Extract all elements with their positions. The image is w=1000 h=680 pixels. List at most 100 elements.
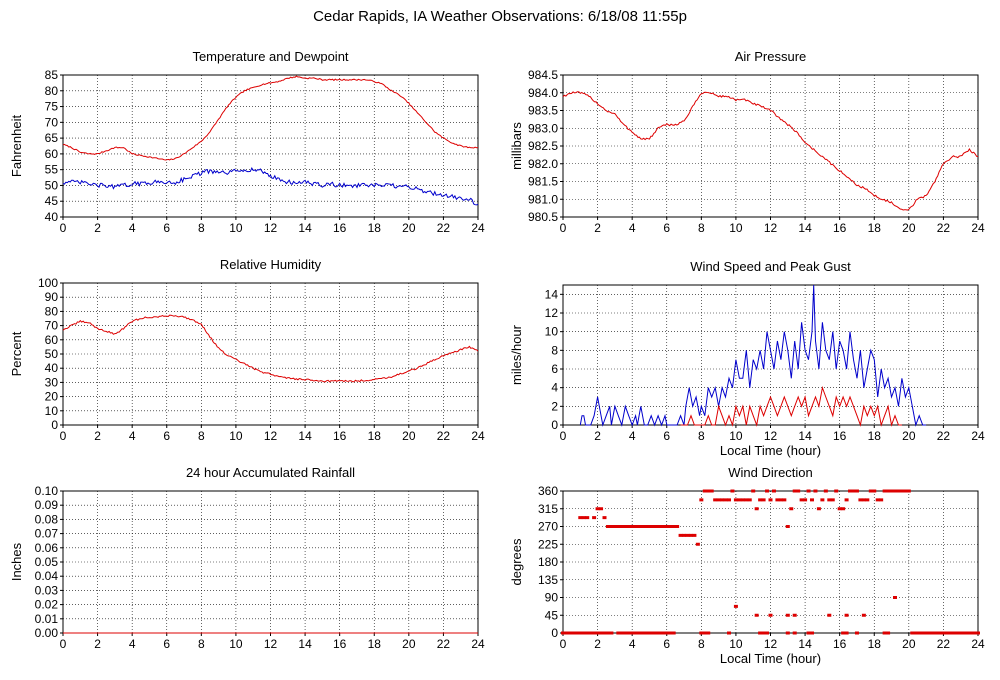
y-tick-label: 20 [45,390,59,404]
chart-title: Air Pressure [735,49,807,64]
x-tick-label: 10 [729,429,743,443]
y-tick-label: 980.5 [528,210,558,224]
wind-direction-point [599,631,604,635]
wind-direction-point [844,498,849,502]
y-tick-label: 984.5 [528,68,558,82]
wind-direction-point [958,631,963,635]
y-tick-label: 10 [545,325,559,339]
wind-direction-point [903,489,908,493]
wind-direction-point [882,489,887,493]
x-tick-label: 22 [937,429,951,443]
y-tick-label: 360 [538,484,558,498]
wind-direction-point [848,489,853,493]
x-tick-label: 8 [698,221,705,235]
wind-direction-point [578,516,583,520]
wind-direction-point [637,525,642,528]
y-tick-label: 135 [538,573,558,587]
x-tick-label: 22 [437,429,451,443]
y-tick-label: 315 [538,502,558,516]
x-tick-label: 6 [163,429,170,443]
y-tick-label: 70 [45,319,59,333]
chart-title: Relative Humidity [220,257,322,272]
wind-direction-point [706,631,711,635]
wind-direction-point [678,533,683,537]
x-tick-label: 24 [471,429,485,443]
wind-direction-point [675,525,680,528]
wind-direction-point [965,631,970,635]
wind-direction-point [868,489,873,493]
series-line [62,314,479,383]
wind-direction-point [861,498,866,502]
y-tick-label: 0.09 [35,498,59,512]
x-tick-label: 16 [833,221,847,235]
wind-direction-point [588,631,593,635]
x-tick-label: 14 [798,429,812,443]
wind-direction-point [810,498,814,502]
x-tick-label: 14 [298,637,312,651]
wind-direction-point [771,489,776,493]
x-tick-label: 0 [60,221,67,235]
wind-direction-point [893,596,897,599]
wind-direction-point [664,631,669,635]
wind-direction-point [806,631,811,635]
y-tick-label: 180 [538,555,558,569]
wind-direction-point [806,489,811,493]
wind-direction-point [785,525,790,528]
y-tick-label: 0 [551,626,558,640]
x-tick-label: 18 [368,221,382,235]
wind-direction-point [581,631,586,635]
y-tick-label: 10 [45,404,59,418]
wind-direction-point [792,613,797,617]
wind-direction-point [644,631,648,635]
y-axis-label: Inches [9,542,24,581]
x-tick-label: 16 [333,221,347,235]
wind-direction-point [733,498,738,502]
wind-direction-point [820,498,825,502]
wind-direction-point [723,498,728,502]
y-tick-label: 225 [538,537,558,551]
y-tick-label: 90 [545,591,559,605]
wind-direction-point [733,604,738,608]
x-tick-label: 10 [229,637,243,651]
x-tick-label: 8 [198,637,205,651]
series-line-2 [62,167,479,206]
wind-direction-point [927,631,932,635]
wind-direction-point [727,631,731,635]
y-tick-label: 0.05 [35,555,59,569]
wind-direction-point [844,613,849,617]
wind-direction-point [692,533,697,537]
wind-direction-point [564,631,569,635]
y-axis-label: Fahrenheit [9,115,24,178]
x-tick-label: 4 [629,221,636,235]
wind-direction-point [803,498,808,502]
wind-direction-point [813,489,818,493]
wind-direction-point [865,498,870,502]
x-tick-label: 4 [129,637,136,651]
y-tick-label: 2 [551,399,558,413]
wind-direction-point [664,525,669,528]
wind-direction-point [720,498,725,502]
wind-direction-point [654,525,659,528]
x-tick-label: 24 [971,637,985,651]
wind-direction-point [924,631,929,635]
wind-direction-point [612,525,617,528]
wind-direction-point [709,489,714,493]
wind-direction-point [899,489,904,493]
y-tick-label: 270 [538,520,558,534]
wind-direction-point [920,631,925,635]
x-tick-label: 24 [471,637,485,651]
y-tick-label: 0.06 [35,541,59,555]
x-tick-label: 18 [368,429,382,443]
y-tick-label: 70 [45,115,59,129]
x-tick-label: 18 [868,637,882,651]
wind-direction-point [657,631,662,635]
wind-direction-point [761,498,766,502]
wind-direction-point [609,525,614,528]
wind-direction-point [851,489,856,493]
x-tick-label: 14 [798,637,812,651]
x-tick-label: 0 [560,637,567,651]
wind-direction-point [754,613,759,617]
series-line [562,91,979,211]
x-tick-label: 4 [629,429,636,443]
